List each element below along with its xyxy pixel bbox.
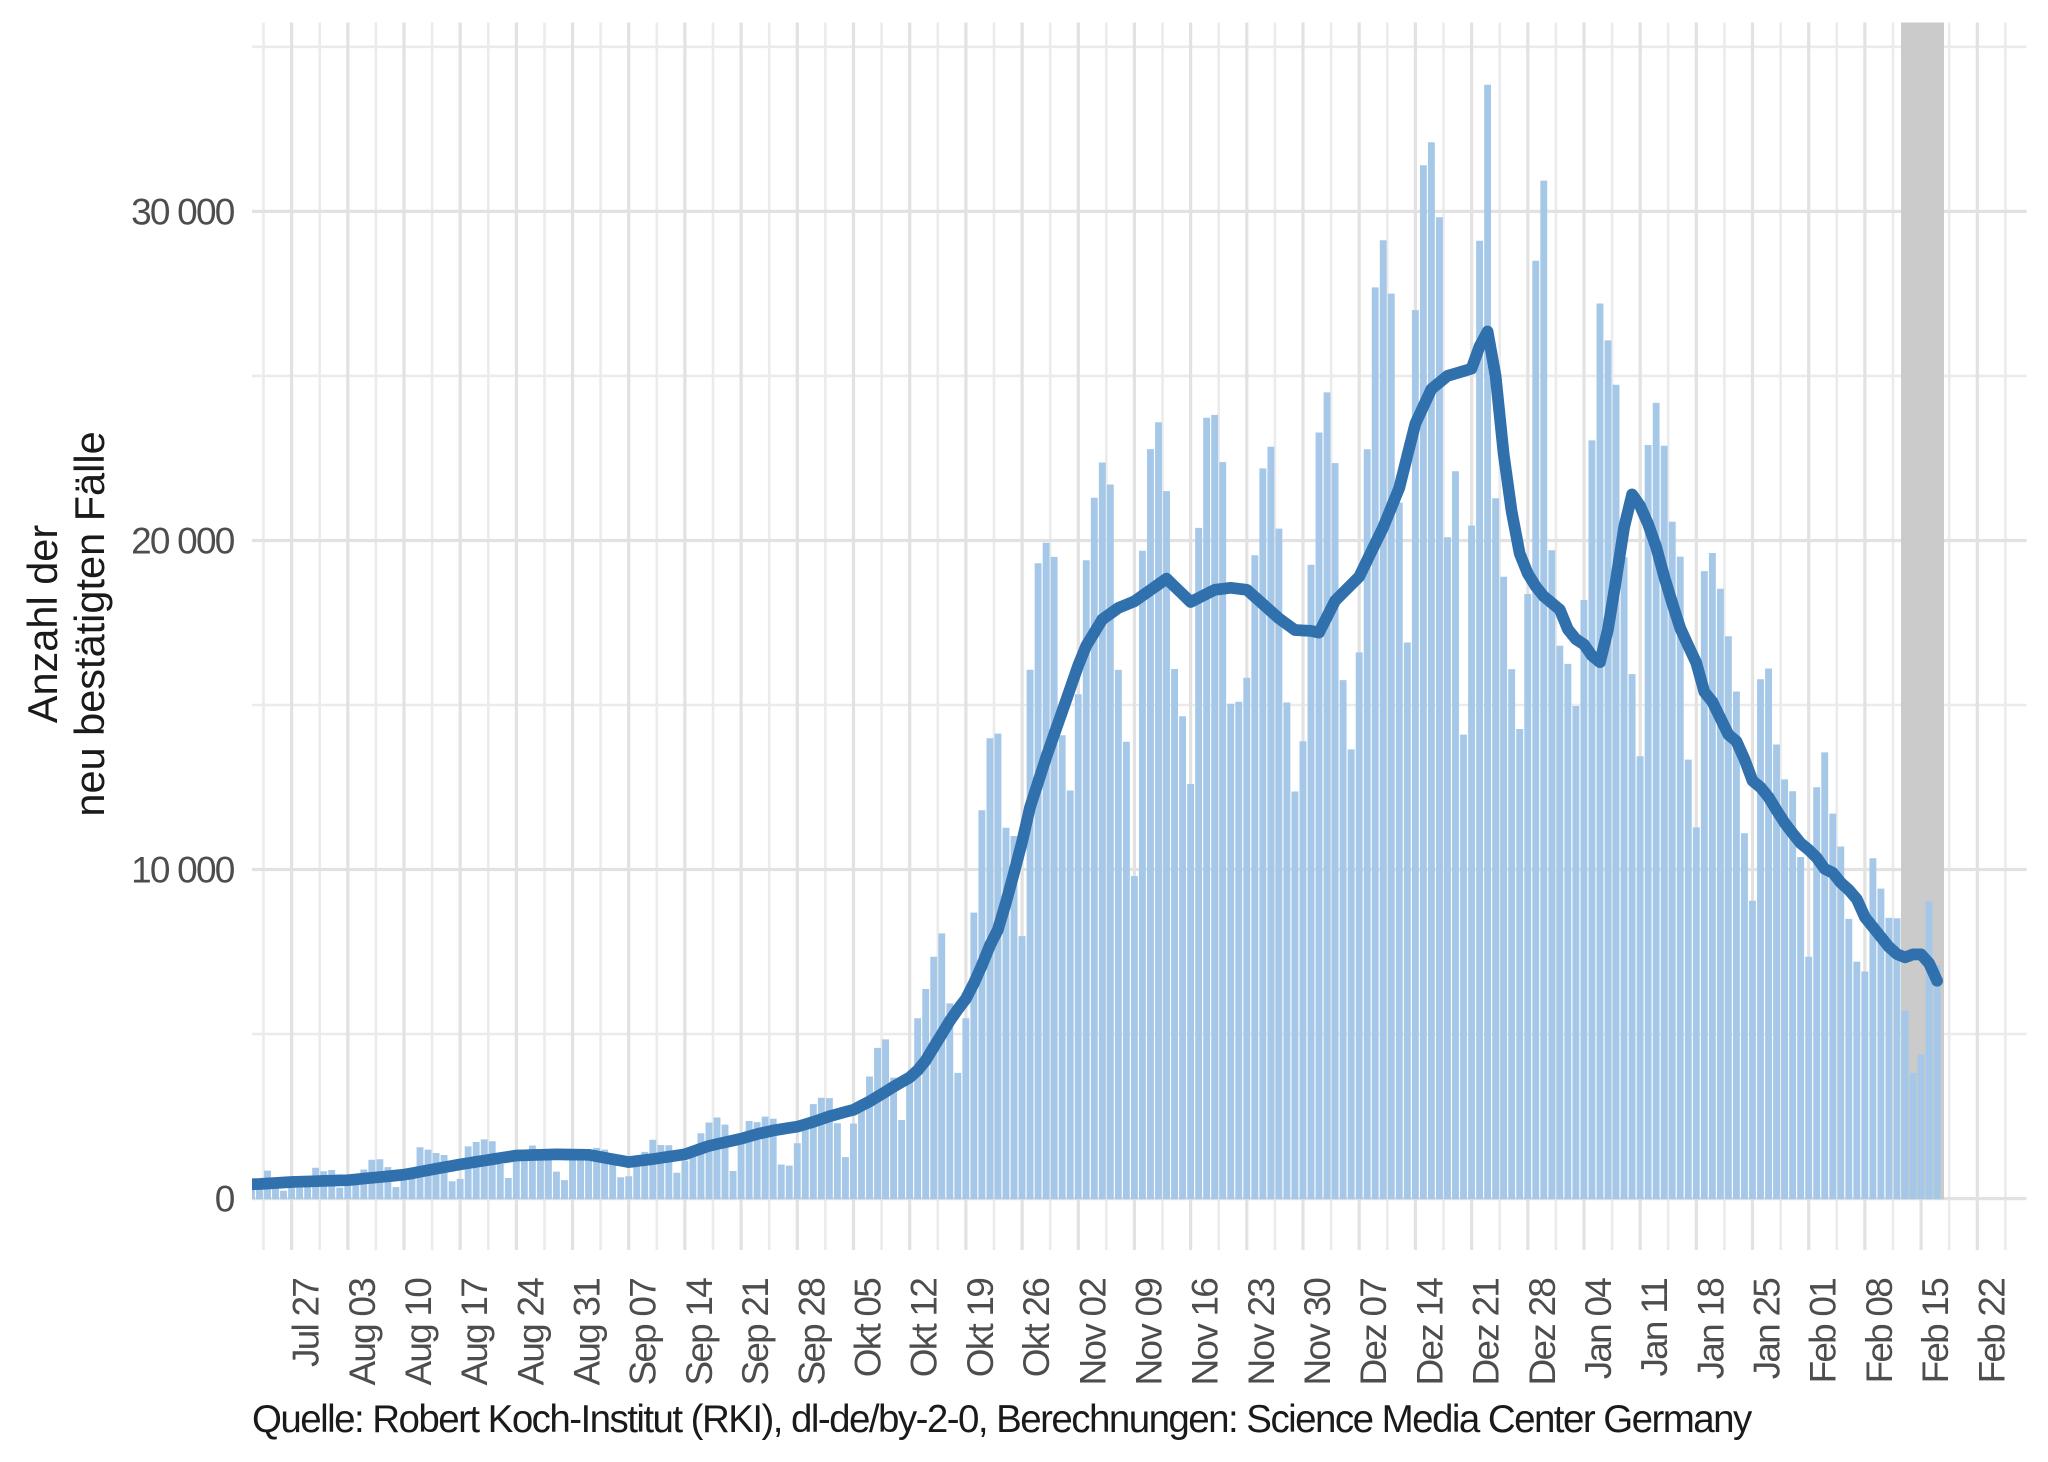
svg-text:Feb 22: Feb 22 xyxy=(1971,1279,2012,1384)
svg-text:Nov 02: Nov 02 xyxy=(1072,1279,1113,1386)
svg-text:Dez 07: Dez 07 xyxy=(1353,1279,1394,1386)
svg-text:Nov 09: Nov 09 xyxy=(1128,1279,1169,1386)
svg-text:0: 0 xyxy=(215,1179,235,1220)
svg-text:Jan 04: Jan 04 xyxy=(1578,1278,1619,1380)
svg-text:Nov 30: Nov 30 xyxy=(1297,1278,1338,1386)
svg-text:10 000: 10 000 xyxy=(131,850,235,891)
svg-text:Dez 14: Dez 14 xyxy=(1409,1278,1450,1386)
svg-text:Jul 27: Jul 27 xyxy=(286,1279,327,1367)
svg-text:Dez 28: Dez 28 xyxy=(1522,1279,1563,1386)
svg-text:Okt 19: Okt 19 xyxy=(960,1279,1001,1377)
svg-text:Aug 31: Aug 31 xyxy=(567,1279,608,1386)
svg-text:Jan 25: Jan 25 xyxy=(1747,1278,1788,1380)
svg-text:Aug 03: Aug 03 xyxy=(342,1279,383,1386)
svg-text:Aug 24: Aug 24 xyxy=(510,1278,551,1386)
svg-text:Feb 15: Feb 15 xyxy=(1915,1278,1956,1384)
svg-text:Sep 28: Sep 28 xyxy=(791,1279,832,1386)
svg-text:Okt 26: Okt 26 xyxy=(1016,1279,1057,1377)
svg-text:Sep 21: Sep 21 xyxy=(735,1279,776,1386)
svg-text:Jan 18: Jan 18 xyxy=(1690,1279,1731,1380)
svg-text:Nov 16: Nov 16 xyxy=(1185,1279,1226,1386)
svg-text:Feb 01: Feb 01 xyxy=(1803,1279,1844,1384)
svg-text:Okt 12: Okt 12 xyxy=(904,1279,945,1377)
svg-text:Nov 23: Nov 23 xyxy=(1241,1279,1282,1386)
svg-text:Sep 14: Sep 14 xyxy=(679,1278,720,1386)
svg-text:Aug 17: Aug 17 xyxy=(454,1279,495,1386)
svg-text:Aug 10: Aug 10 xyxy=(398,1278,439,1386)
svg-text:Quelle: Robert Koch-Institut (: Quelle: Robert Koch-Institut (RKI), dl-d… xyxy=(252,1398,1753,1441)
svg-text:Dez 21: Dez 21 xyxy=(1466,1279,1507,1386)
svg-text:Anzahl der: Anzahl der xyxy=(19,525,66,724)
svg-text:20 000: 20 000 xyxy=(131,521,235,562)
svg-text:Okt 05: Okt 05 xyxy=(848,1278,889,1377)
svg-text:Sep 07: Sep 07 xyxy=(623,1279,664,1386)
svg-text:Jan 11: Jan 11 xyxy=(1634,1279,1675,1377)
svg-text:30 000: 30 000 xyxy=(131,191,235,232)
svg-text:neu bestätigten Fälle: neu bestätigten Fälle xyxy=(66,431,113,816)
svg-text:Feb 08: Feb 08 xyxy=(1859,1279,1900,1384)
